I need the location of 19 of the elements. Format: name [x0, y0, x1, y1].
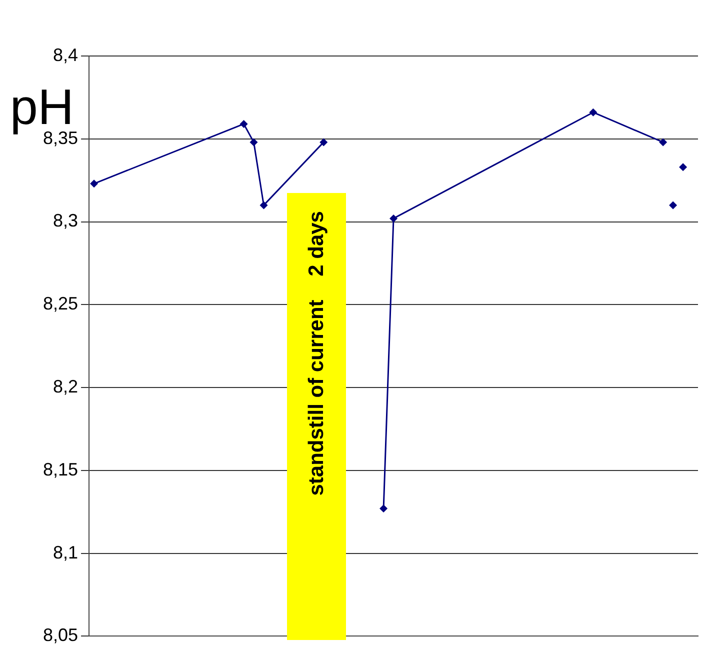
point: [250, 138, 258, 146]
point: [260, 201, 268, 210]
point: [659, 138, 668, 146]
y-tick-label: 8,15: [42, 459, 78, 480]
point: [679, 163, 688, 172]
y-tick-label: 8,4: [53, 44, 78, 65]
point: [380, 504, 388, 513]
y-tick-label: 8,3: [53, 210, 78, 231]
point: [320, 138, 328, 146]
annotation: standstill of current 2 days: [304, 211, 329, 496]
point: [240, 120, 248, 128]
point: [390, 214, 398, 222]
y-tick-label: 8,05: [42, 625, 78, 646]
point: [669, 201, 678, 210]
point: [589, 108, 598, 116]
y-tick-label: 8,2: [53, 376, 78, 397]
y-tick-label: 8,1: [53, 542, 78, 562]
point: [90, 180, 98, 188]
y-tick-label: 8,25: [42, 294, 78, 314]
